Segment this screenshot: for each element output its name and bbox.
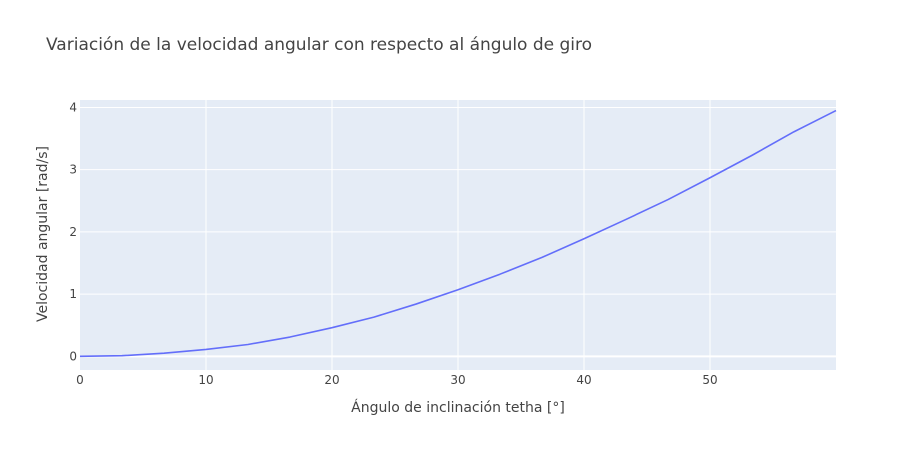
- y-tick-label: 1: [69, 287, 77, 301]
- x-tick-labels: 0 10 20 30 40 50: [76, 373, 717, 387]
- y-tick-label: 2: [69, 225, 77, 239]
- chart-title: Variación de la velocidad angular con re…: [46, 35, 592, 55]
- y-tick-label: 3: [69, 163, 77, 177]
- x-tick-label: 50: [702, 373, 717, 387]
- series-line: [79, 109, 837, 358]
- y-tick-label: 0: [69, 349, 77, 363]
- x-gridlines: [205, 100, 711, 370]
- x-tick-label: 40: [576, 373, 591, 387]
- y-tick-labels: 0 1 2 3 4: [69, 100, 77, 363]
- x-axis-label: Ángulo de inclinación tetha [°]: [351, 399, 565, 416]
- y-tick-label: 4: [69, 100, 77, 114]
- x-tick-label: 10: [198, 373, 213, 387]
- x-tick-label: 0: [76, 373, 84, 387]
- series-layer: [79, 109, 837, 358]
- x-tick-label: 30: [450, 373, 465, 387]
- x-tick-label: 20: [324, 373, 339, 387]
- y-axis-label: Velocidad angular [rad/s]: [35, 146, 51, 322]
